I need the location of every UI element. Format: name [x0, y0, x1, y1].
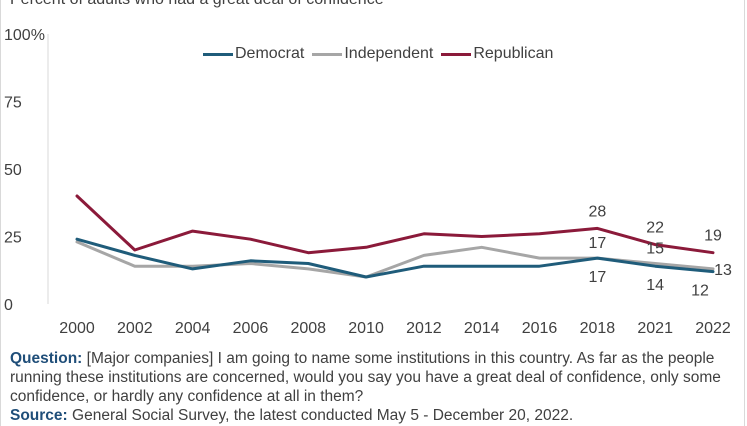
x-tick-label: 2000 — [59, 320, 95, 337]
legend-item: Democrat — [203, 45, 304, 63]
data-label: 12 — [691, 283, 709, 300]
chart-legend: Democrat Independent Republican — [203, 45, 561, 63]
x-tick-label: 2016 — [522, 320, 558, 337]
x-tick-label: 2004 — [175, 320, 211, 337]
x-tick-label: 2021 — [637, 320, 673, 337]
legend-item: Republican — [441, 45, 553, 63]
x-tick-label: 2018 — [580, 320, 616, 337]
legend-label: Republican — [473, 45, 554, 62]
series-line-republican — [75, 194, 715, 255]
question-label: Question: — [10, 350, 83, 367]
y-tick-label: 75 — [4, 95, 22, 112]
data-label: 15 — [646, 241, 664, 258]
x-tick-label: 2006 — [233, 320, 269, 337]
data-label: 19 — [704, 228, 722, 245]
source-label: Source: — [10, 407, 68, 424]
y-tick-label: 100% — [4, 27, 45, 44]
y-tick-label: 25 — [4, 230, 22, 247]
x-tick-label: 2010 — [348, 320, 384, 337]
chart-subtitle: Percent of adults who had a great deal o… — [10, 0, 384, 9]
x-tick-label: 2008 — [290, 320, 326, 337]
x-tick-label: 2014 — [464, 320, 500, 337]
legend-item: Independent — [312, 45, 433, 63]
data-label: 17 — [588, 269, 606, 286]
y-tick-label: 0 — [4, 297, 13, 314]
legend-line-marker — [441, 52, 472, 56]
source-text: General Social Survey, the latest conduc… — [67, 407, 574, 424]
series-line-democrat — [75, 237, 715, 279]
source-note: Source: General Social Survey, the lates… — [10, 406, 735, 425]
data-label: 13 — [714, 262, 732, 279]
x-tick-label: 2022 — [695, 320, 731, 337]
x-tick-label: 2012 — [406, 320, 442, 337]
question-note: Question: [Major companies] I am going t… — [10, 349, 735, 406]
data-labels: 28 22 19 17 15 13 17 14 12 — [588, 203, 732, 299]
data-label: 14 — [646, 277, 664, 294]
question-text: [Major companies] I am going to name som… — [10, 350, 721, 405]
data-label: 28 — [588, 203, 606, 220]
legend-label: Democrat — [235, 45, 305, 62]
legend-line-marker — [203, 52, 233, 56]
x-tick-label: 2002 — [117, 320, 153, 337]
y-axis: 0 25 50 75 100% — [4, 27, 49, 314]
chart-footer: Question: [Major companies] I am going t… — [10, 349, 735, 425]
legend-label: Independent — [344, 45, 434, 62]
series-lines — [75, 194, 715, 279]
x-axis: 2000 2002 2004 2006 2008 2010 2012 2014 2016 2018… — [59, 320, 731, 337]
legend-line-marker — [312, 52, 343, 56]
y-tick-label: 50 — [4, 162, 22, 179]
data-label: 17 — [588, 235, 606, 252]
data-label: 22 — [646, 220, 664, 237]
